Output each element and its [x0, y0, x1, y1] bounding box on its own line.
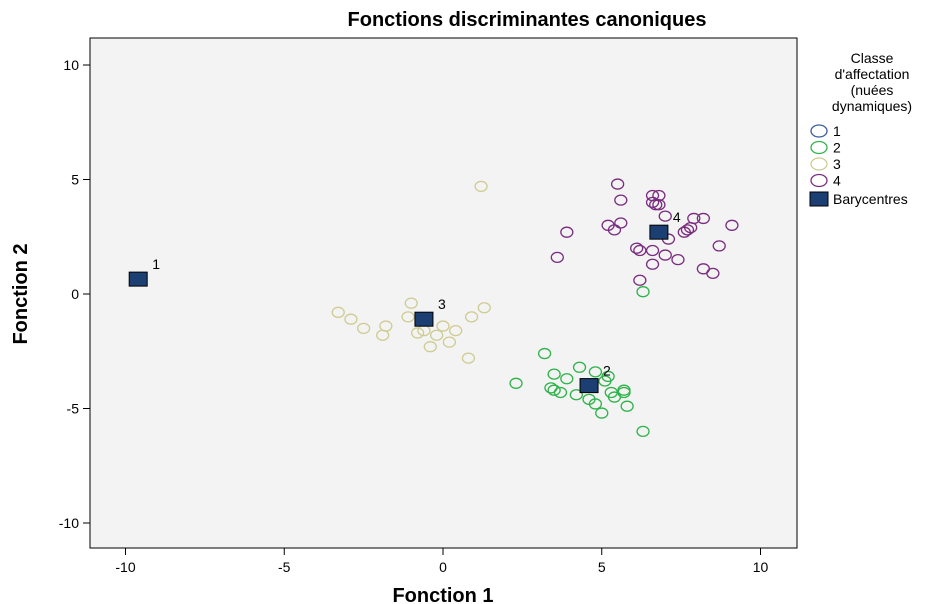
y-axis: -10 -5 0 5 10 — [59, 57, 90, 531]
legend-label-barycentres: Barycentres — [833, 191, 908, 207]
point-class-3 — [331, 306, 345, 318]
point-class-4 — [633, 274, 647, 286]
legend-marker-barycentres — [809, 191, 829, 207]
y-tick-label: 10 — [63, 57, 79, 73]
point-class-3 — [449, 324, 463, 337]
point-class-4 — [560, 226, 574, 238]
point-class-3 — [401, 311, 415, 323]
point-class-4 — [706, 267, 720, 280]
y-tick-label: 5 — [71, 172, 79, 188]
centroid-marker — [649, 224, 669, 240]
point-class-4 — [712, 240, 726, 252]
point-class-4 — [607, 224, 622, 236]
point-class-4 — [652, 199, 666, 211]
point-class-4 — [614, 217, 628, 229]
point-class-4 — [671, 253, 685, 266]
centroid-markers: 1 2 3 4 — [128, 209, 681, 394]
x-tick-label: 10 — [753, 559, 769, 575]
point-class-3 — [410, 327, 425, 339]
point-class-2 — [588, 366, 603, 378]
x-tick-label: -5 — [278, 559, 291, 575]
point-class-2 — [547, 368, 561, 380]
point-class-3 — [442, 336, 457, 348]
point-class-3 — [356, 322, 371, 335]
point-class-3 — [379, 320, 393, 332]
centroid-marker — [128, 271, 148, 287]
x-axis: -10 -5 0 5 10 — [115, 548, 768, 575]
centroid-label: 3 — [438, 296, 446, 312]
point-class-2 — [620, 400, 634, 412]
point-class-4 — [687, 212, 701, 225]
y-axis-title: Fonction 2 — [10, 243, 32, 344]
point-class-4 — [645, 244, 660, 257]
point-class-2 — [537, 347, 552, 360]
point-class-3 — [464, 311, 479, 323]
point-class-3 — [423, 341, 437, 353]
data-points — [331, 178, 739, 438]
point-class-2 — [617, 386, 631, 399]
y-tick-label: 0 — [71, 286, 79, 302]
legend-label-2: 2 — [833, 140, 841, 156]
centroid-marker — [414, 311, 434, 327]
centroid-label: 1 — [152, 256, 160, 272]
point-class-2 — [560, 373, 574, 385]
chart-title: Fonctions discriminantes canoniques — [348, 9, 707, 31]
plot-area — [89, 37, 798, 549]
point-class-3 — [474, 180, 488, 193]
point-class-2 — [601, 370, 615, 383]
legend-title-line: dynamiques) — [832, 98, 912, 114]
point-class-4 — [680, 224, 695, 236]
centroid-marker — [579, 378, 599, 394]
point-class-2 — [595, 407, 609, 419]
point-class-4 — [658, 249, 672, 261]
y-tick-label: -10 — [59, 515, 79, 531]
legend-title-line: d'affectation — [835, 66, 910, 82]
point-class-2 — [509, 377, 523, 389]
point-class-2 — [636, 286, 650, 298]
point-class-3 — [344, 313, 358, 325]
point-class-4 — [633, 244, 647, 257]
point-class-4 — [630, 242, 644, 254]
legend-marker-1 — [810, 124, 828, 138]
point-class-3 — [429, 329, 444, 341]
centroid-label: 2 — [603, 363, 611, 379]
point-class-4 — [645, 258, 660, 270]
legend-label-1: 1 — [833, 123, 841, 139]
point-class-4 — [610, 178, 625, 190]
point-class-4 — [649, 199, 663, 211]
legend-marker-2 — [810, 140, 828, 155]
point-class-4 — [550, 251, 564, 264]
point-class-2 — [553, 386, 568, 399]
point-class-2 — [572, 361, 587, 373]
y-tick-label: -5 — [67, 401, 80, 417]
centroid-label: 4 — [673, 209, 681, 225]
point-class-2 — [547, 384, 561, 396]
x-axis-title: Fonction 1 — [392, 585, 493, 604]
point-class-2 — [569, 389, 583, 401]
point-class-4 — [725, 219, 739, 231]
point-class-3 — [461, 352, 476, 364]
legend-title-line: Classe — [851, 50, 894, 66]
point-class-4 — [658, 210, 672, 222]
x-tick-label: 0 — [439, 559, 447, 575]
legend-marker-4 — [810, 173, 828, 188]
point-class-3 — [404, 297, 418, 309]
point-class-3 — [477, 302, 491, 314]
point-class-3 — [436, 320, 450, 332]
point-class-2 — [636, 425, 650, 438]
legend-title-line: (nuées — [851, 82, 894, 98]
legend-label-4: 4 — [833, 173, 841, 189]
point-class-4 — [614, 194, 628, 206]
legend-marker-3 — [810, 157, 828, 171]
point-class-2 — [588, 398, 603, 410]
legend-label-3: 3 — [833, 156, 841, 172]
x-tick-label: 5 — [598, 559, 606, 575]
point-class-4 — [696, 212, 710, 225]
x-tick-label: -10 — [115, 559, 135, 575]
point-class-4 — [645, 196, 660, 209]
